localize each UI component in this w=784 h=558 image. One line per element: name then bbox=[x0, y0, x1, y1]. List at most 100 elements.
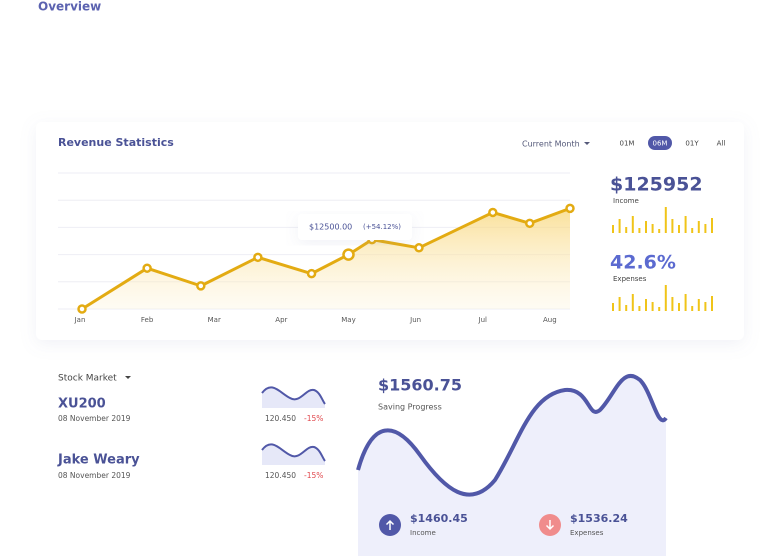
mini-bar bbox=[658, 229, 661, 233]
mini-bar bbox=[684, 294, 687, 311]
mini-bar bbox=[645, 221, 647, 233]
mini-bar bbox=[651, 302, 654, 311]
saving-expenses-label: Expenses bbox=[570, 529, 604, 537]
mini-bar bbox=[651, 224, 654, 233]
point bbox=[342, 248, 355, 261]
period-tab[interactable]: 06M bbox=[653, 140, 668, 148]
mini-bar bbox=[691, 228, 694, 233]
mini-bar bbox=[638, 228, 641, 233]
x-tick-label: May bbox=[341, 316, 355, 324]
stock-item: Jake Weary 08 November 2019 120.450 -15% bbox=[57, 443, 326, 480]
mini-bar bbox=[625, 227, 628, 233]
x-tick-label: Aug bbox=[543, 316, 557, 324]
stock-name: Jake Weary bbox=[57, 453, 140, 468]
tooltip bbox=[298, 214, 412, 240]
sparkline bbox=[261, 443, 326, 462]
mini-bar bbox=[671, 297, 674, 311]
mini-bar bbox=[664, 207, 667, 233]
period-tab[interactable]: 01M bbox=[620, 140, 635, 148]
stock-price: 120.450 bbox=[265, 414, 296, 423]
mini-bar bbox=[711, 296, 713, 311]
arrow-up bbox=[385, 519, 395, 530]
x-tick-label: Jul bbox=[478, 316, 488, 324]
stock-name: XU200 bbox=[58, 397, 106, 412]
point bbox=[253, 252, 263, 263]
mini-bar bbox=[678, 225, 680, 233]
saving-curve bbox=[356, 374, 668, 497]
point bbox=[306, 268, 317, 279]
x-tick-label: Feb bbox=[141, 316, 154, 324]
saving-amount: $1560.75 bbox=[378, 376, 462, 395]
mini-bar bbox=[625, 305, 628, 311]
x-tick-label: Apr bbox=[275, 316, 287, 324]
income-bars bbox=[612, 207, 713, 233]
active-tab-bg bbox=[648, 136, 672, 150]
x-tick-label: Mar bbox=[208, 316, 221, 324]
saving-card: $1560.75 Saving Progress $1460.45 Income… bbox=[356, 366, 668, 556]
period-tab[interactable]: All bbox=[717, 140, 726, 148]
page-title: Overview bbox=[38, 0, 101, 14]
period-tabs: 01M 06M 01Y All bbox=[620, 136, 726, 150]
point bbox=[414, 243, 424, 253]
mini-bar bbox=[645, 299, 647, 311]
period-select[interactable]: Current Month bbox=[522, 140, 580, 149]
mini-bar bbox=[618, 297, 621, 311]
mini-bar bbox=[711, 218, 713, 233]
arrow-down bbox=[545, 520, 555, 531]
mini-bar bbox=[631, 294, 634, 311]
saving-income-label: Income bbox=[410, 529, 436, 537]
mini-bar bbox=[684, 216, 687, 233]
mini-bar bbox=[612, 303, 614, 311]
expenses-value: 42.6% bbox=[610, 252, 676, 274]
mini-bar bbox=[691, 306, 694, 311]
sparkline bbox=[261, 386, 326, 405]
stock-change: -15% bbox=[304, 414, 323, 423]
x-tick-label: Jun bbox=[409, 316, 421, 324]
mini-bar bbox=[671, 219, 674, 233]
mini-bar bbox=[612, 225, 614, 233]
mini-bar bbox=[638, 306, 641, 311]
point bbox=[524, 218, 535, 229]
mini-bar bbox=[704, 302, 707, 311]
sparkline-area bbox=[262, 444, 325, 465]
mini-bar bbox=[678, 303, 680, 311]
tooltip-change: (+54.12%) bbox=[363, 223, 401, 231]
stock-change: -15% bbox=[304, 471, 323, 480]
saving-expenses-value: $1536.24 bbox=[570, 512, 628, 525]
mini-bar bbox=[658, 307, 661, 311]
saving-area bbox=[358, 375, 666, 556]
stock-date: 08 November 2019 bbox=[58, 471, 131, 480]
mini-bar bbox=[618, 219, 621, 233]
stock-date: 08 November 2019 bbox=[58, 414, 131, 423]
point bbox=[565, 203, 575, 214]
point bbox=[142, 263, 152, 273]
saving-income-value: $1460.45 bbox=[410, 512, 468, 525]
point bbox=[196, 281, 206, 291]
saving-label: Saving Progress bbox=[378, 403, 442, 412]
stock-item: XU200 08 November 2019 120.450 -15% bbox=[58, 386, 326, 423]
sparkline-area bbox=[262, 387, 325, 408]
stock-price: 120.450 bbox=[265, 471, 296, 480]
mini-bar bbox=[697, 299, 700, 311]
expenses-label: Expenses bbox=[613, 275, 647, 283]
income-value: $125952 bbox=[610, 174, 703, 196]
mini-bar bbox=[631, 216, 634, 233]
period-tab[interactable]: 01Y bbox=[685, 140, 699, 148]
income-label: Income bbox=[613, 197, 639, 205]
card-title: Revenue Statistics bbox=[58, 136, 174, 149]
expenses-bars bbox=[612, 285, 713, 311]
revenue-plot: Jan Feb Mar Apr May Jun Jul Aug bbox=[58, 172, 575, 324]
mini-bar bbox=[664, 285, 667, 311]
point bbox=[77, 304, 87, 314]
dropdown-caret bbox=[125, 376, 131, 379]
mini-bar bbox=[704, 224, 707, 233]
dropdown-caret bbox=[584, 142, 590, 145]
tooltip-value: $12500.00 bbox=[309, 223, 352, 232]
stock-title[interactable]: Stock Market bbox=[58, 374, 117, 384]
mini-bar bbox=[697, 221, 700, 233]
point bbox=[488, 207, 498, 218]
area bbox=[82, 208, 570, 309]
x-tick-label: Jan bbox=[74, 316, 86, 324]
